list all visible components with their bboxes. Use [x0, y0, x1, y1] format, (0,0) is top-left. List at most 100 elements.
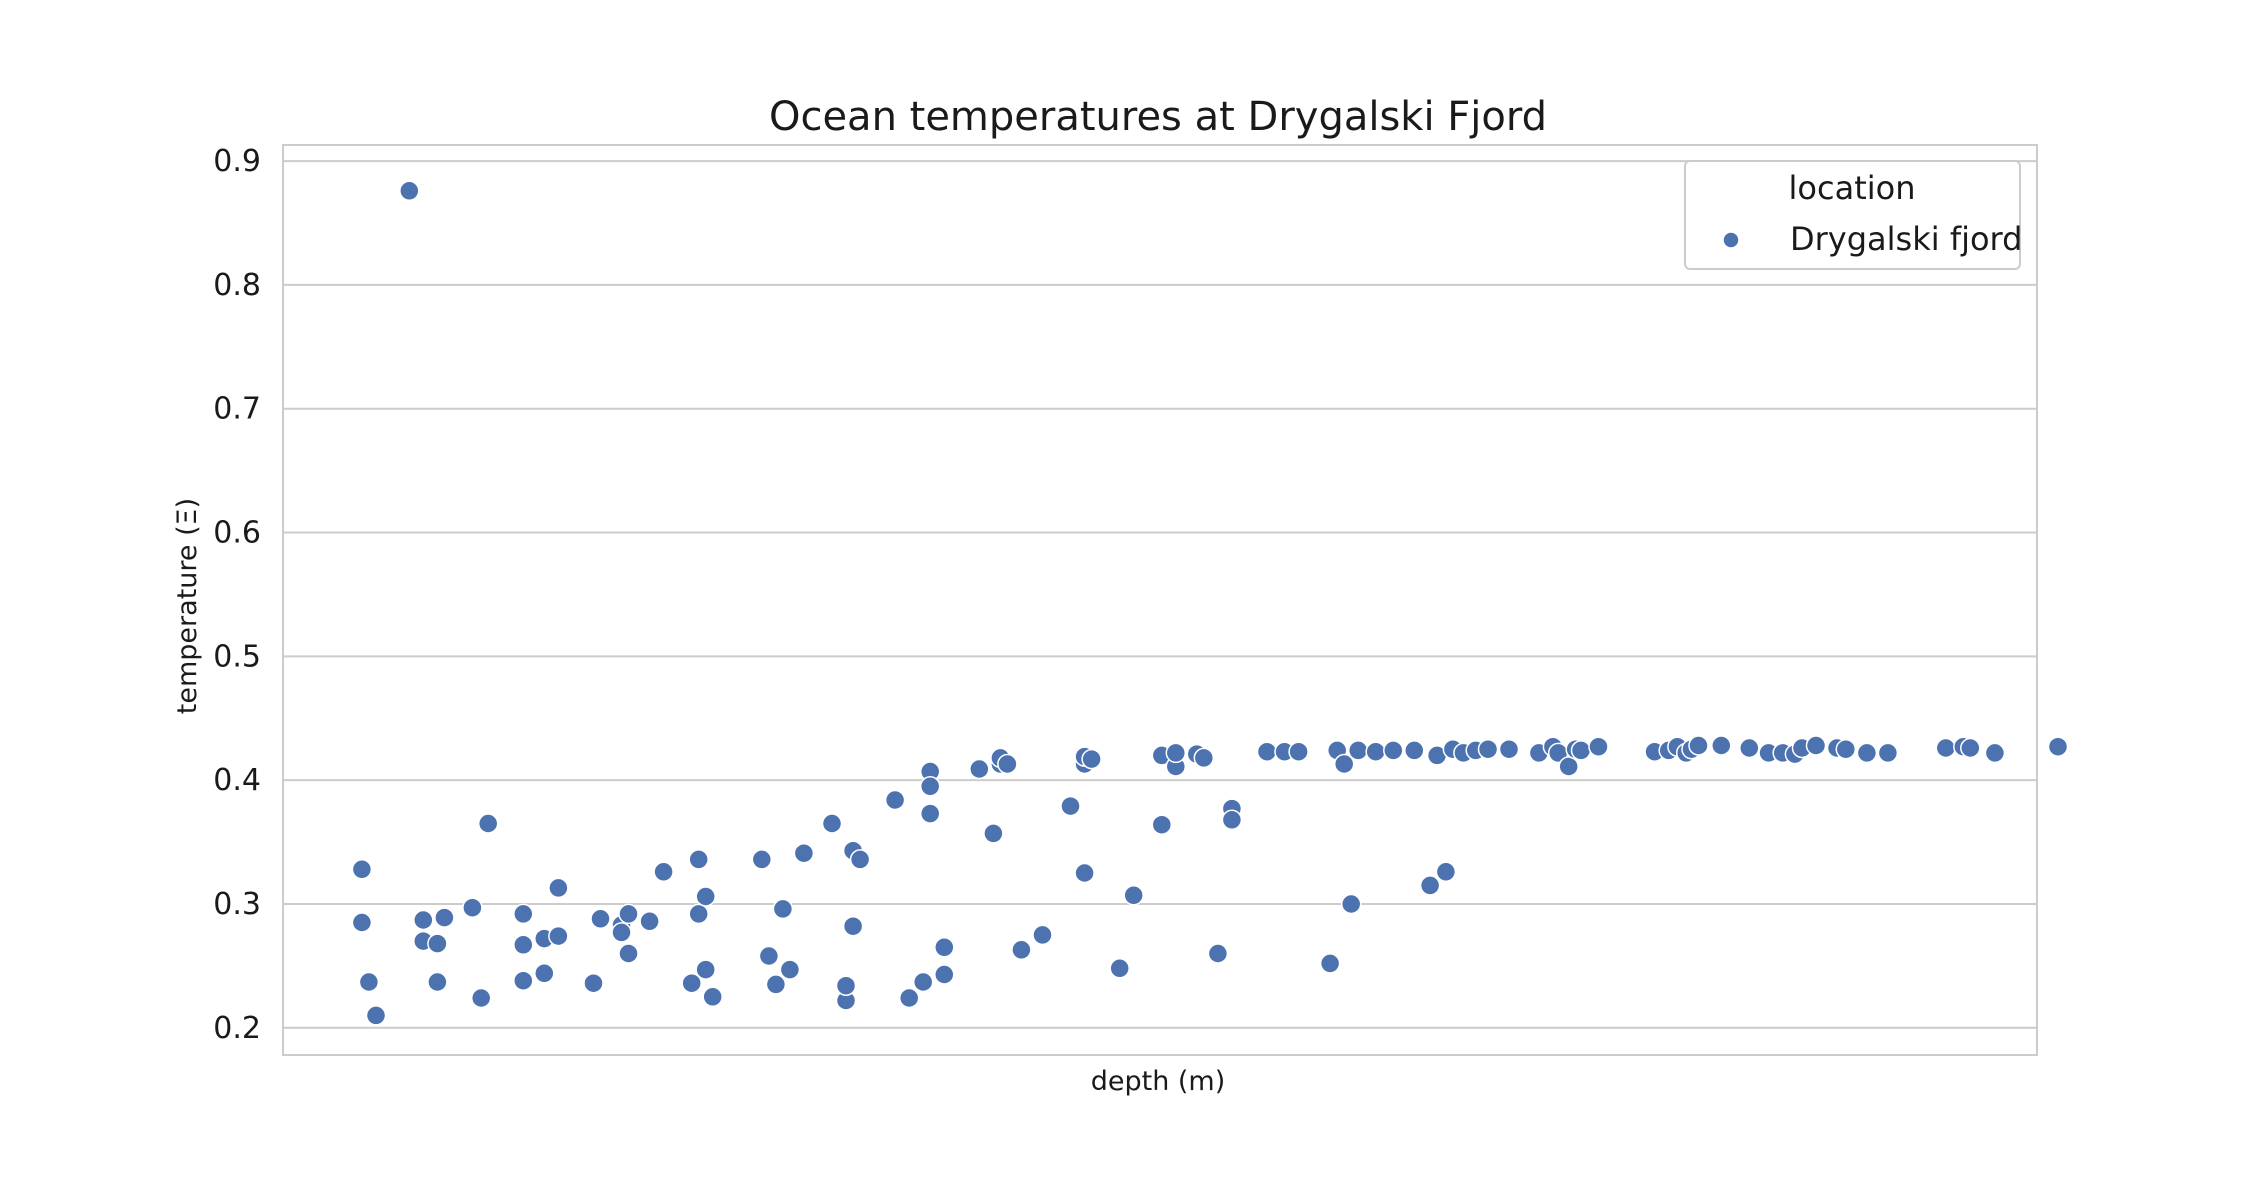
data-point — [548, 925, 569, 947]
data-point — [351, 859, 373, 880]
y-tick-label: 0.5 — [213, 639, 261, 674]
data-point — [688, 903, 709, 925]
data-point — [1333, 753, 1355, 775]
data-point — [618, 903, 639, 925]
legend-series-label: Drygalski fjord — [1790, 220, 2022, 258]
y-tick-label: 0.6 — [213, 516, 261, 551]
data-point — [1435, 861, 1457, 883]
data-point — [427, 933, 448, 954]
data-point — [1319, 953, 1341, 974]
data-point — [772, 898, 794, 920]
data-point — [513, 903, 534, 925]
plot-background — [283, 145, 2037, 1055]
data-point — [1711, 735, 1732, 756]
data-point — [534, 963, 555, 984]
data-point — [590, 908, 611, 930]
data-point — [1347, 740, 1369, 761]
data-point — [2047, 736, 2069, 757]
data-point — [1404, 740, 1425, 761]
data-point — [1877, 742, 1899, 764]
data-point — [1856, 742, 1878, 764]
data-point — [849, 849, 871, 870]
legend-title: location — [1789, 169, 1916, 207]
data-point — [702, 986, 723, 1008]
data-point — [919, 776, 941, 797]
data-point — [1688, 735, 1709, 756]
data-point — [765, 974, 787, 995]
data-point — [983, 823, 1004, 844]
data-point — [912, 971, 934, 993]
data-point — [1207, 943, 1229, 964]
data-point — [681, 972, 702, 994]
data-point — [653, 861, 674, 883]
data-point — [793, 842, 815, 864]
data-point — [1419, 875, 1441, 896]
data-point — [1074, 862, 1095, 884]
data-point — [1011, 939, 1032, 961]
data-point — [513, 970, 534, 991]
data-point — [462, 897, 483, 918]
y-tick-label: 0.7 — [213, 392, 261, 427]
plot-frame — [282, 144, 2038, 1056]
data-point — [618, 943, 639, 964]
data-point — [758, 945, 780, 967]
data-point — [1256, 741, 1278, 762]
grid-lines — [283, 160, 2037, 1029]
data-point — [695, 886, 716, 907]
chart-title: Ocean temperatures at Drygalski Fjord — [769, 94, 1547, 140]
data-point — [513, 934, 534, 956]
data-point — [399, 180, 420, 202]
data-point — [1835, 738, 1857, 760]
data-point — [477, 813, 499, 834]
data-point — [934, 937, 955, 958]
data-point — [919, 803, 941, 824]
data-point — [751, 849, 773, 870]
data-point — [548, 877, 569, 899]
data-point — [1340, 893, 1362, 915]
data-point — [695, 959, 716, 980]
data-point — [835, 975, 857, 996]
data-point — [611, 922, 632, 943]
data-point — [365, 1005, 387, 1026]
data-point — [1123, 885, 1144, 906]
x-axis-label: depth (m) — [1091, 1066, 1226, 1097]
y-tick-label: 0.8 — [213, 268, 261, 303]
data-point — [934, 964, 955, 985]
data-point — [1570, 740, 1592, 761]
data-point — [1165, 742, 1187, 764]
data-point — [358, 971, 380, 993]
data-point — [1193, 747, 1215, 769]
data-point — [1151, 814, 1173, 835]
data-point — [434, 907, 455, 928]
data-point — [1221, 809, 1243, 831]
data-point — [1498, 738, 1520, 760]
data-point — [969, 758, 990, 780]
legend: location Drygalski fjord — [1684, 160, 2022, 270]
data-point — [898, 987, 920, 1009]
data-point — [639, 911, 660, 932]
y-axis-label: temperature (Ξ) — [172, 498, 203, 714]
data-point — [821, 813, 843, 834]
legend-box — [1684, 160, 2021, 270]
y-tick-label: 0.9 — [213, 144, 261, 179]
data-point — [351, 912, 373, 933]
data-point — [997, 753, 1018, 775]
data-point — [1558, 756, 1579, 777]
legend-marker — [1722, 231, 1740, 249]
data-point — [1383, 740, 1404, 761]
data-point — [470, 987, 492, 1009]
data-point — [884, 789, 906, 811]
data-point — [1109, 958, 1130, 979]
data-point — [779, 959, 801, 980]
data-points — [351, 180, 2069, 1026]
data-point — [1935, 737, 1957, 759]
data-point — [1032, 924, 1053, 946]
data-point — [583, 972, 604, 994]
data-point — [1805, 735, 1827, 756]
data-point — [1960, 737, 1981, 759]
data-point — [1060, 795, 1081, 817]
data-point — [1288, 741, 1309, 762]
y-tick-label: 0.4 — [213, 763, 261, 798]
y-tick-label: 0.2 — [213, 1011, 261, 1046]
